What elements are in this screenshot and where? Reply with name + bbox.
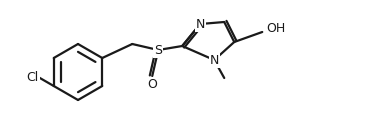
Text: N: N [195, 18, 205, 31]
Text: N: N [210, 53, 219, 66]
Text: O: O [147, 78, 157, 90]
Text: Cl: Cl [27, 71, 39, 83]
Text: S: S [154, 44, 162, 57]
Text: OH: OH [266, 22, 286, 34]
